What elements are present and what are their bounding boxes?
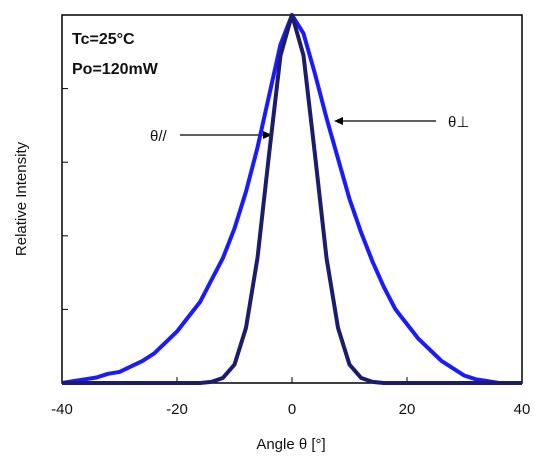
x-tick-label: -20 [166, 401, 188, 418]
annotation: Tc=25°C [72, 31, 135, 48]
series-label: θ// [150, 128, 168, 145]
x-axis-title: Angle θ [°] [256, 436, 325, 453]
y-axis-title: Relative Intensity [13, 141, 30, 256]
series-line [62, 13, 522, 385]
x-tick-label: 40 [514, 401, 531, 418]
annotation: Po=120mW [72, 61, 159, 78]
x-tick-label: -40 [51, 401, 73, 418]
arrow-head [263, 131, 272, 139]
arrow-head [334, 117, 343, 125]
x-tick-label: 20 [399, 401, 416, 418]
x-tick-label: 0 [288, 401, 296, 418]
series-label: θ⊥ [448, 114, 469, 131]
